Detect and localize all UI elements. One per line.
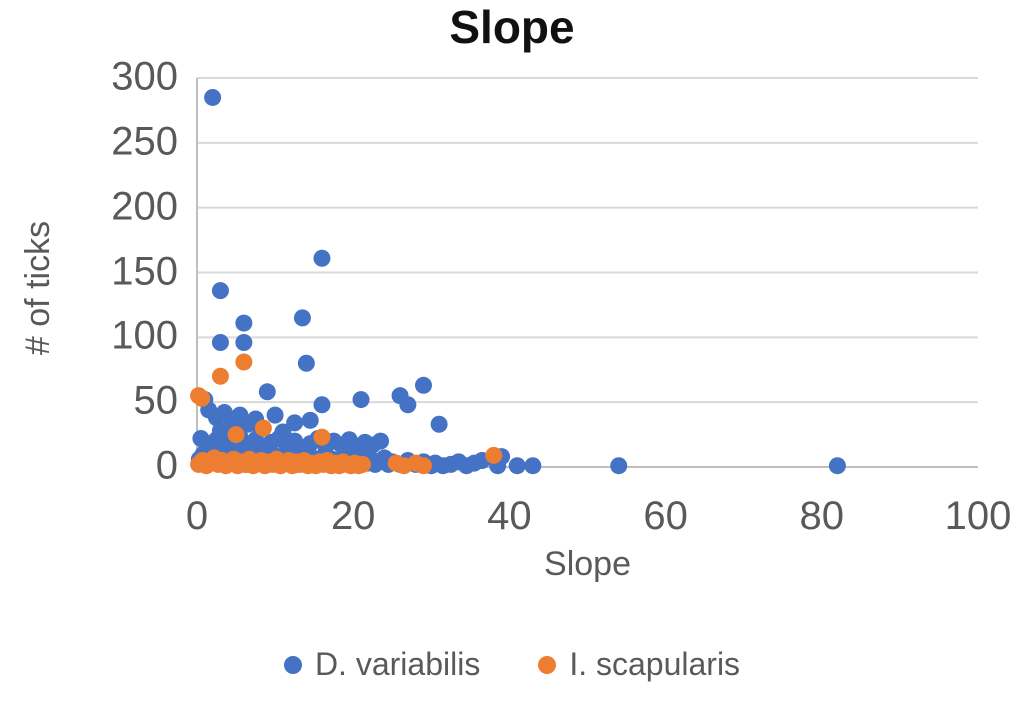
- data-point-d-variabilis: [204, 88, 222, 106]
- y-tick-label: 100: [111, 313, 178, 358]
- data-point-i-scapularis: [227, 426, 245, 444]
- y-tick-label: 300: [111, 54, 178, 99]
- legend-label: D. variabilis: [314, 646, 481, 682]
- y-tick-label: 250: [111, 119, 178, 164]
- x-tick-label: 100: [944, 494, 1012, 538]
- chart-legend: D. variabilis I. scapularis: [0, 646, 1024, 683]
- data-point-d-variabilis: [430, 415, 448, 433]
- data-point-i-scapularis: [254, 419, 272, 437]
- data-point-d-variabilis: [258, 383, 276, 401]
- x-tick-label: 20: [330, 494, 376, 538]
- data-point-d-variabilis: [235, 314, 253, 332]
- data-point-d-variabilis: [828, 457, 846, 475]
- data-point-d-variabilis: [286, 414, 304, 432]
- legend-item-d-variabilis: D. variabilis: [283, 646, 481, 683]
- y-tick-label: 50: [133, 378, 179, 423]
- data-point-i-scapularis: [313, 428, 331, 446]
- data-point-i-scapularis: [354, 455, 372, 473]
- x-axis-title: Slope: [544, 545, 631, 583]
- data-point-d-variabilis: [313, 396, 331, 414]
- data-point-d-variabilis: [524, 457, 542, 475]
- data-point-d-variabilis: [372, 432, 390, 450]
- legend-marker-icon: [538, 655, 557, 674]
- data-point-d-variabilis: [211, 334, 229, 352]
- x-tick-label: 40: [487, 494, 532, 538]
- data-point-i-scapularis: [193, 389, 211, 407]
- y-tick-label: 150: [111, 248, 178, 293]
- data-point-d-variabilis: [508, 457, 526, 475]
- data-point-d-variabilis: [610, 457, 628, 475]
- data-point-d-variabilis: [352, 391, 370, 409]
- x-tick-label: 0: [185, 494, 209, 538]
- data-point-d-variabilis: [399, 396, 417, 414]
- x-tick-label: 60: [643, 494, 688, 538]
- data-point-i-scapularis: [485, 446, 503, 464]
- data-point-d-variabilis: [266, 406, 284, 424]
- data-point-d-variabilis: [297, 354, 315, 372]
- data-point-d-variabilis: [313, 249, 331, 267]
- chart-title: Slope: [449, 1, 575, 53]
- data-point-d-variabilis: [301, 411, 319, 429]
- data-point-i-scapularis: [414, 457, 432, 475]
- data-point-d-variabilis: [414, 376, 432, 394]
- legend-item-i-scapularis: I. scapularis: [538, 646, 740, 683]
- data-point-d-variabilis: [211, 282, 229, 300]
- data-point-i-scapularis: [235, 353, 253, 371]
- legend-label: I. scapularis: [569, 646, 741, 682]
- data-point-i-scapularis: [211, 367, 229, 385]
- y-tick-label: 200: [111, 184, 178, 229]
- legend-marker-icon: [283, 655, 302, 674]
- y-tick-label: 0: [155, 443, 178, 488]
- data-point-d-variabilis: [235, 334, 253, 352]
- data-point-d-variabilis: [293, 309, 311, 327]
- x-tick-label: 80: [799, 494, 845, 538]
